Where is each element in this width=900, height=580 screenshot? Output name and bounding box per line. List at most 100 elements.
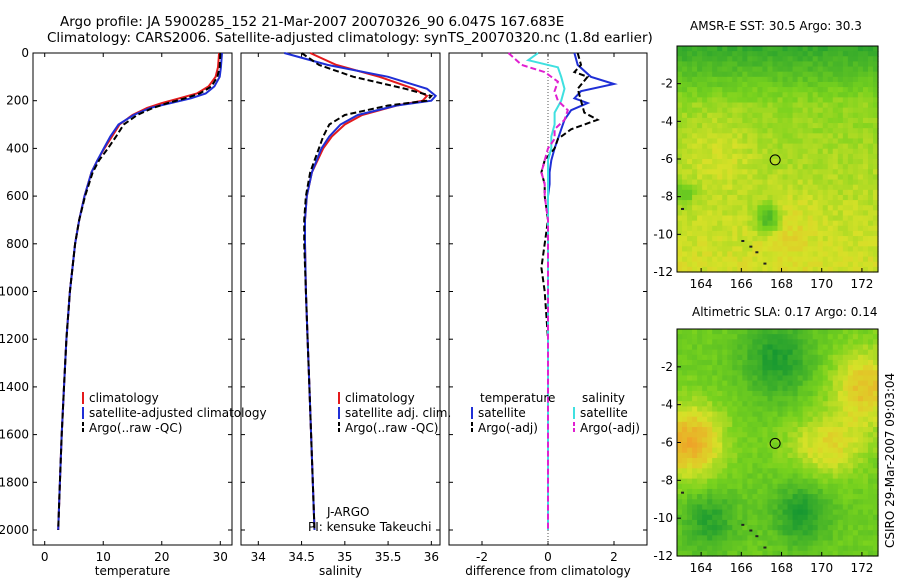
map-cell — [677, 169, 683, 176]
map-cell — [792, 432, 799, 438]
map-cell — [767, 169, 774, 176]
map-cell — [827, 189, 834, 196]
map-cell — [722, 499, 728, 506]
map-cell — [697, 210, 703, 217]
map-cell — [792, 478, 799, 485]
map-cell — [762, 535, 769, 542]
map-cell — [747, 133, 753, 140]
map-cell — [787, 97, 794, 104]
map-cell — [847, 133, 854, 140]
map-cell — [842, 220, 849, 227]
map-cell — [772, 499, 779, 506]
map-cell — [772, 159, 779, 165]
map-cell — [722, 117, 728, 124]
map-cell — [717, 452, 723, 459]
map-cell — [707, 478, 713, 485]
map-cell — [817, 427, 824, 433]
map-cell — [782, 174, 789, 181]
map-cell — [797, 535, 804, 542]
map-cell — [857, 143, 864, 150]
map-cell — [757, 334, 764, 340]
map-cell — [872, 117, 879, 124]
map-cell — [817, 210, 824, 217]
map-cell — [867, 488, 874, 495]
map-cell — [677, 334, 683, 340]
map-cell — [682, 504, 688, 511]
map-cell — [842, 396, 849, 402]
map-cell — [792, 102, 799, 109]
map-cell — [717, 354, 723, 361]
map-cell — [767, 220, 774, 227]
map-cell — [682, 380, 688, 387]
map-cell — [852, 473, 859, 480]
map-cell — [772, 66, 779, 73]
map-cell — [712, 396, 718, 402]
map-cell — [677, 452, 683, 459]
map-cell — [697, 46, 703, 52]
map-cell — [767, 545, 774, 552]
map-cell — [697, 169, 703, 176]
map-cell — [677, 468, 683, 475]
map-cell — [847, 349, 854, 356]
map-cell — [692, 468, 698, 475]
map-cell — [777, 540, 784, 547]
map-cell — [687, 194, 693, 201]
map-cell — [782, 421, 789, 428]
map-cell — [722, 189, 728, 196]
map-cell — [832, 246, 839, 253]
map-cell — [702, 442, 708, 449]
map-cell — [702, 164, 708, 170]
map-cell — [817, 81, 824, 88]
map-cell — [712, 174, 718, 181]
map-cell — [867, 483, 874, 490]
map-cell — [762, 432, 769, 438]
map-cell — [737, 535, 743, 542]
map-cell — [727, 230, 733, 237]
map-cell — [707, 354, 713, 361]
map-cell — [832, 359, 839, 366]
map-cell — [767, 354, 774, 361]
map-cell — [677, 215, 683, 222]
map-cell — [717, 416, 723, 423]
map-cell — [737, 416, 743, 423]
map-cell — [782, 370, 789, 377]
map-cell — [692, 123, 698, 129]
map-cell — [792, 107, 799, 114]
map-cell — [742, 488, 748, 495]
map-cell — [737, 169, 743, 176]
map-cell — [712, 71, 718, 78]
map-cell — [707, 143, 713, 150]
map-cell — [777, 550, 784, 557]
map-cell — [677, 442, 683, 449]
map-cell — [782, 437, 789, 444]
map-cell — [762, 344, 769, 351]
map-cell — [732, 525, 738, 531]
map-cell — [852, 525, 859, 531]
map-cell — [822, 241, 829, 247]
island-speck — [763, 262, 767, 265]
map-cell — [722, 509, 728, 516]
map-cell — [737, 365, 743, 371]
map-cell — [752, 329, 759, 335]
map-cell — [727, 457, 733, 464]
map-cell — [732, 519, 738, 526]
map-cell — [837, 71, 844, 78]
map-cell — [752, 117, 759, 124]
map-cell — [677, 514, 683, 521]
map-cell — [827, 499, 834, 506]
x-tick-label: 168 — [770, 561, 793, 575]
map-cell — [817, 339, 824, 346]
map-cell — [867, 442, 874, 449]
map-cell — [717, 251, 723, 258]
map-cell — [697, 225, 703, 232]
map-cell — [707, 66, 713, 73]
map-cell — [817, 189, 824, 196]
map-cell — [807, 545, 814, 552]
map-cell — [842, 148, 849, 155]
map-cell — [717, 463, 723, 469]
map-cell — [737, 452, 743, 459]
map-cell — [762, 437, 769, 444]
map-cell — [867, 164, 874, 170]
map-cell — [797, 189, 804, 196]
y-tick-label: 400 — [6, 141, 29, 155]
